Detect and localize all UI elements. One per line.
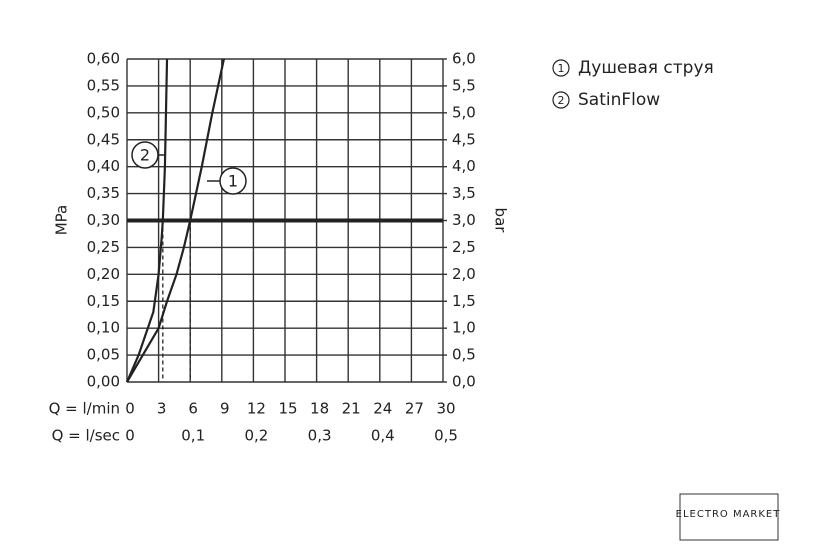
callout-circle [219,167,247,195]
x-axis-label: Q = l/min [49,400,120,418]
legend-marker [552,91,570,109]
y-tick-label: 0,35 [87,184,120,202]
y-axis-label: MPa [53,205,71,236]
callout-label: 2 [140,146,150,165]
x2-tick-label: 0,3 [308,427,332,445]
y2-tick-label: 6,0 [452,50,476,68]
y-tick-label: 0,50 [87,103,120,121]
y2-tick-label: 4,0 [452,157,476,175]
legend-marker-label: 1 [558,62,565,75]
callout-circle [131,141,159,169]
y2-tick-label: 5,5 [452,76,476,94]
y-tick-label: 0,30 [87,211,120,229]
y2-tick-label: 3,5 [452,184,476,202]
y2-tick-label: 5,0 [452,103,476,121]
y2-tick-label: 1,5 [452,292,476,310]
logo-frame [679,493,779,541]
series-line [125,58,169,383]
x2-tick-label: 0,5 [434,427,458,445]
x-tick-label: 3 [157,400,167,418]
x-tick-label: 18 [310,400,329,418]
y2-tick-label: 0,5 [452,346,476,364]
x-tick-label: 0 [125,400,135,418]
legend-marker-label: 2 [558,94,565,107]
y2-tick-label: 4,5 [452,130,476,148]
watermark: ELECTRO MARKET [676,509,781,520]
legend-marker [552,59,570,77]
y-tick-label: 0,55 [87,76,120,94]
x2-tick-label: 0,2 [244,427,268,445]
y-tick-label: 0,20 [87,265,120,283]
y-tick-label: 0,25 [87,238,120,256]
y-tick-label: 0,60 [87,50,120,68]
y2-tick-label: 2,0 [452,265,476,283]
x2-tick-label: 0 [125,427,135,445]
x-tick-label: 9 [220,400,230,418]
y-tick-label: 0,45 [87,130,120,148]
x2-axis-label: Q = l/sec [52,427,120,445]
y2-tick-label: 3,0 [452,211,476,229]
series-line [126,58,225,383]
y2-axis-label: bar [492,208,510,234]
y2-tick-label: 0,0 [452,373,476,391]
y-tick-label: 0,10 [87,319,120,337]
x2-tick-label: 0,1 [181,427,205,445]
y-tick-label: 0,40 [87,157,120,175]
callout-label: 1 [228,172,238,191]
y-tick-label: 0,00 [87,373,120,391]
y-tick-label: 0,05 [87,346,120,364]
x-tick-label: 24 [373,400,392,418]
legend-label: Душевая струя [578,58,714,78]
x-tick-label: 21 [342,400,361,418]
y2-tick-label: 1,0 [452,319,476,337]
y2-tick-label: 2,5 [452,238,476,256]
x-tick-label: 6 [188,400,198,418]
x-tick-label: 12 [247,400,266,418]
y-tick-label: 0,15 [87,292,120,310]
x-tick-label: 30 [436,400,455,418]
legend-label: SatinFlow [578,90,660,110]
x2-tick-label: 0,4 [371,427,395,445]
x-tick-label: 27 [405,400,424,418]
x-tick-label: 15 [278,400,297,418]
